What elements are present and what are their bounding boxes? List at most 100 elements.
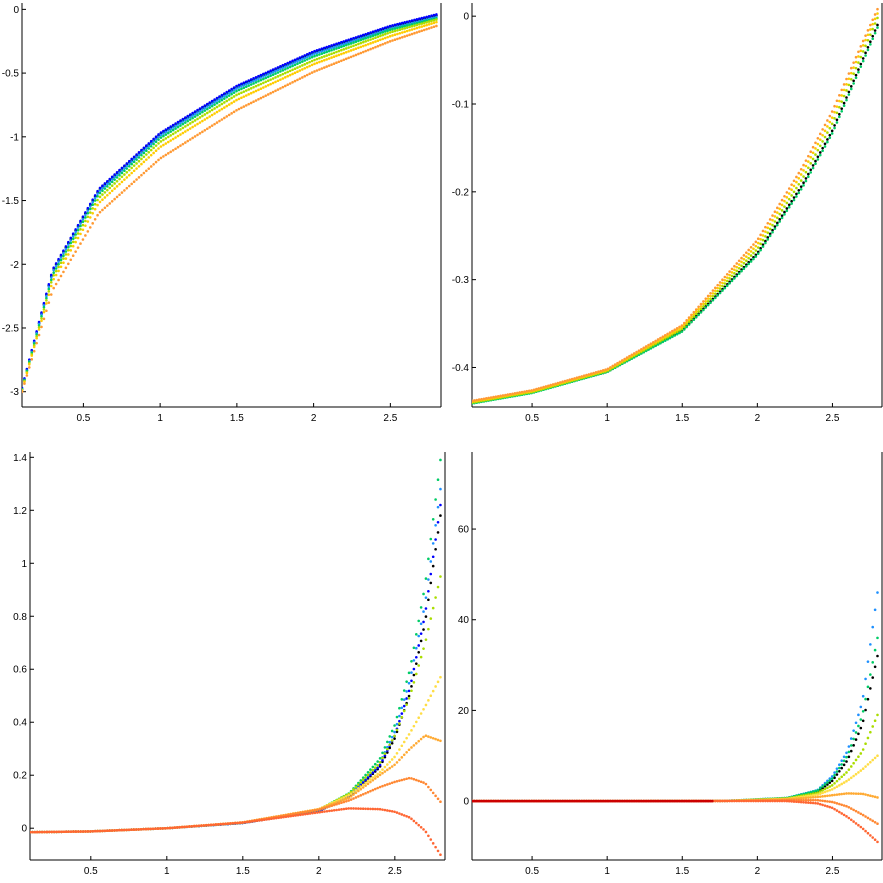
data-point	[264, 74, 268, 77]
data-point	[737, 259, 741, 263]
data-point	[364, 784, 367, 787]
data-point	[754, 249, 758, 252]
data-point	[835, 773, 839, 776]
data-point	[849, 792, 853, 795]
data-point	[859, 769, 863, 772]
data-point	[86, 215, 90, 219]
data-point	[866, 660, 870, 663]
data-point	[157, 158, 160, 162]
data-point	[335, 47, 338, 50]
data-point	[547, 384, 550, 388]
data-point	[787, 203, 791, 207]
data-point	[388, 743, 392, 747]
data-point	[259, 82, 263, 86]
data-point	[714, 296, 717, 300]
data-point	[252, 90, 255, 94]
data-point	[120, 180, 124, 184]
data-point	[418, 17, 421, 21]
data-point	[332, 809, 336, 812]
data-point	[62, 270, 65, 274]
data-point	[424, 577, 428, 580]
data-point	[690, 317, 693, 321]
data-point	[357, 789, 360, 793]
data-point	[431, 555, 435, 559]
data-point	[706, 297, 710, 300]
data-point	[330, 48, 333, 52]
data-point	[735, 274, 739, 278]
data-point	[215, 101, 219, 105]
data-point	[320, 807, 324, 810]
data-point	[857, 724, 860, 728]
data-point	[682, 325, 686, 328]
data-point	[422, 735, 425, 739]
data-point	[435, 24, 438, 28]
data-point	[337, 802, 341, 805]
data-point	[342, 796, 346, 799]
data-point	[623, 357, 626, 361]
data-point	[420, 25, 424, 28]
data-point	[296, 59, 299, 63]
data-point	[76, 246, 80, 249]
data-point	[115, 828, 119, 832]
data-point	[756, 252, 760, 256]
data-point	[400, 31, 404, 34]
data-point	[395, 715, 399, 719]
data-point	[74, 250, 77, 253]
data-point	[795, 175, 798, 179]
data-point	[361, 786, 365, 789]
data-point	[269, 74, 272, 78]
data-point	[776, 206, 779, 210]
data-point	[342, 40, 346, 43]
data-point	[415, 821, 418, 825]
data-point	[407, 689, 411, 693]
data-point	[415, 26, 419, 30]
data-point	[413, 22, 416, 26]
data-point	[390, 729, 394, 733]
data-point	[422, 28, 426, 32]
data-point	[369, 771, 372, 774]
data-point	[866, 38, 870, 42]
data-point	[412, 659, 416, 662]
data-point	[835, 785, 839, 788]
data-point	[828, 779, 832, 782]
data-point	[240, 82, 243, 86]
data-point	[835, 770, 839, 773]
data-point	[154, 135, 158, 138]
data-point	[347, 796, 350, 800]
data-point	[349, 49, 353, 52]
data-point	[332, 43, 336, 46]
data-point	[391, 24, 394, 27]
data-point	[716, 289, 719, 293]
data-point	[88, 207, 92, 211]
data-point	[220, 93, 224, 97]
data-point	[374, 40, 377, 43]
data-point	[833, 801, 836, 804]
data-point	[637, 349, 641, 352]
data-point	[854, 55, 858, 59]
data-point	[373, 762, 377, 766]
data-point	[354, 807, 358, 810]
data-point	[395, 779, 399, 783]
data-point	[52, 286, 55, 290]
data-point	[303, 74, 307, 78]
data-point	[795, 186, 798, 190]
data-point	[847, 83, 851, 87]
data-point	[197, 824, 201, 828]
data-point	[405, 703, 408, 706]
data-point	[847, 768, 851, 771]
data-point	[747, 256, 750, 260]
data-point	[201, 110, 204, 114]
data-point	[76, 236, 80, 240]
data-point	[403, 27, 407, 30]
data-point	[859, 752, 863, 755]
data-point	[359, 785, 363, 788]
data-point	[792, 190, 796, 194]
data-point	[768, 227, 772, 231]
data-point	[842, 804, 846, 807]
data-point	[37, 320, 41, 324]
data-point	[232, 88, 236, 92]
data-point	[305, 61, 309, 65]
data-point	[214, 823, 218, 826]
data-point	[291, 814, 295, 818]
data-point	[761, 229, 765, 233]
